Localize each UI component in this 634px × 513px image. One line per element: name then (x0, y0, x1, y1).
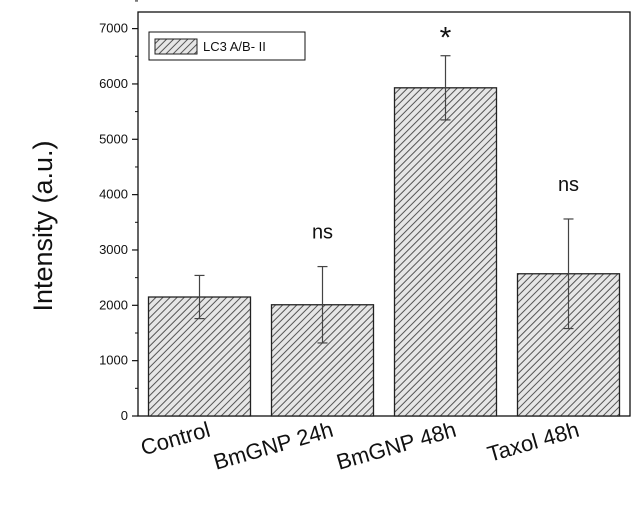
y-tick-label: 1000 (99, 353, 128, 368)
x-tick-label: Taxol 48h (484, 417, 581, 467)
y-tick-label: 5000 (99, 131, 128, 146)
y-tick-label: 7000 (99, 21, 128, 36)
plot-frame (137, 11, 631, 417)
x-tick-label: BmGNP 48h (334, 417, 459, 475)
legend-swatch (154, 38, 198, 55)
y-tick-label: 6000 (99, 76, 128, 91)
x-tick-label: BmGNP 24h (211, 417, 336, 475)
y-tick-label: 0 (121, 408, 128, 423)
significance-label: ns (558, 174, 579, 196)
x-tick-label: Control (138, 417, 213, 461)
significance-label: ns (312, 222, 333, 244)
legend-label: LC3 A/B- II (203, 39, 266, 54)
y-tick-label: 2000 (99, 297, 128, 312)
y-tick-label: 4000 (99, 187, 128, 202)
bar (270, 304, 375, 417)
y-tick-label: 3000 (99, 242, 128, 257)
significance-label: * (440, 22, 452, 55)
y-axis-label: Intensity (a.u.) (28, 140, 58, 311)
bar (393, 87, 498, 417)
